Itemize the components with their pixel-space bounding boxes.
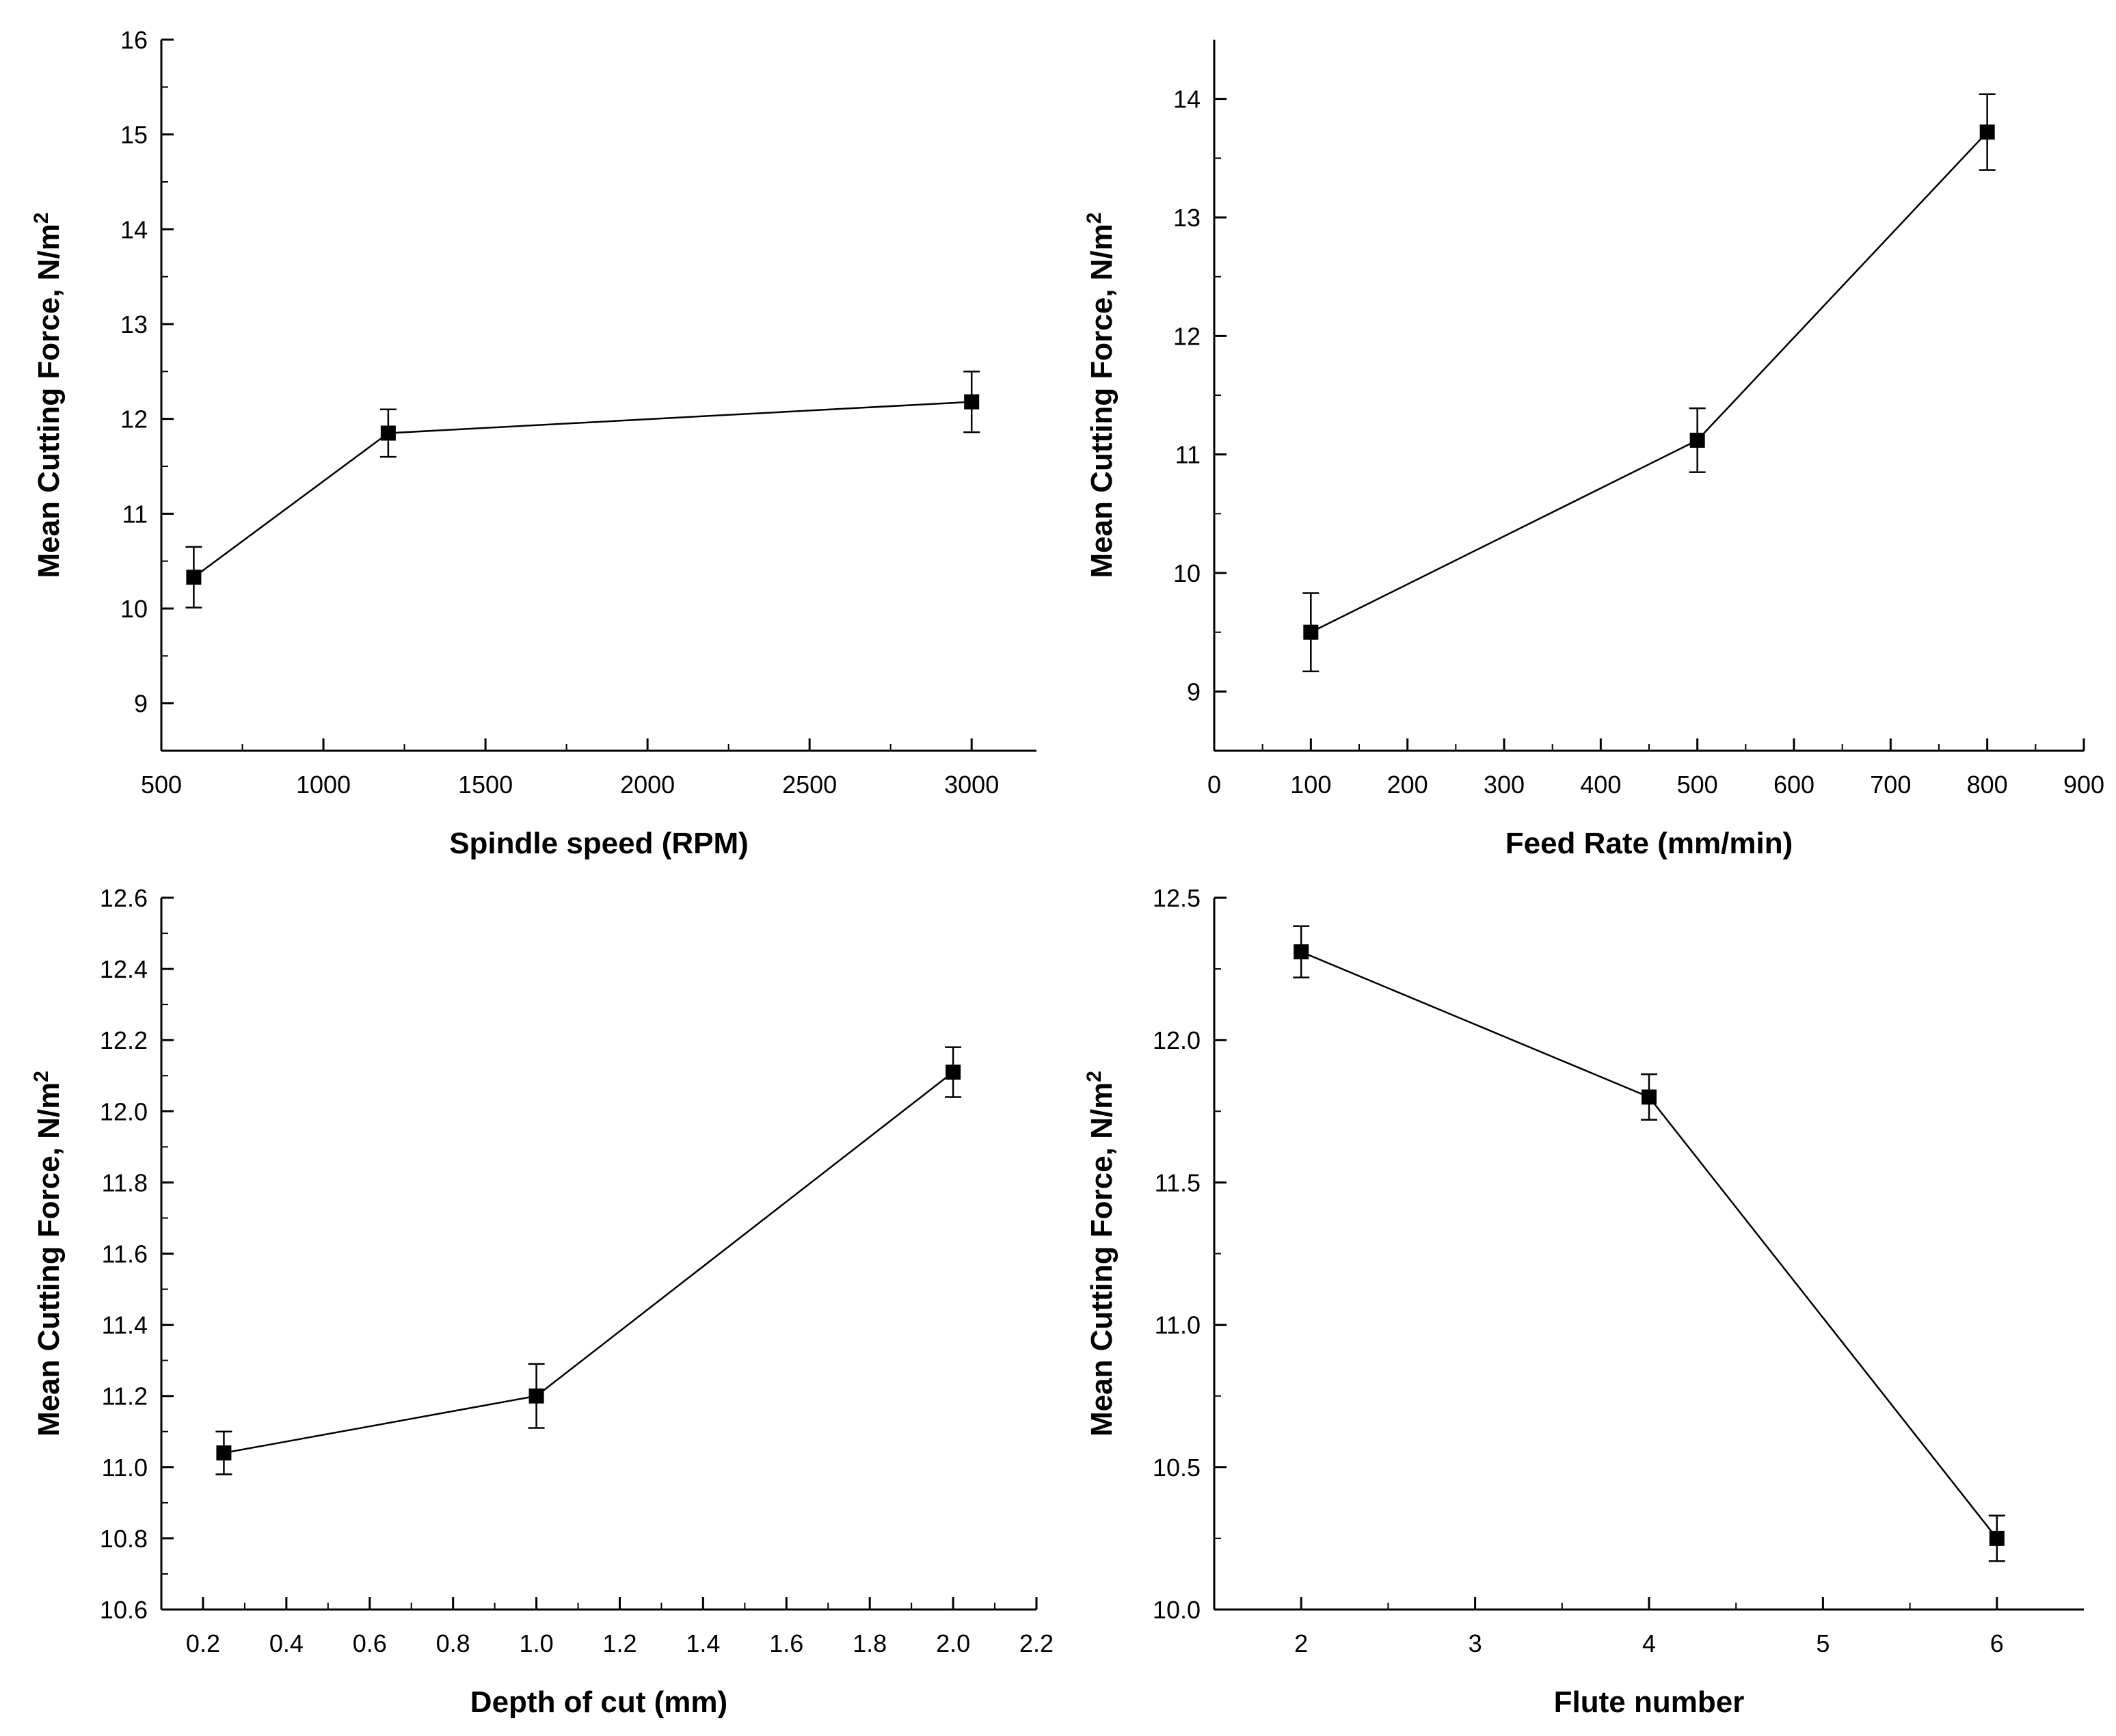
y-axis-title: Mean Cutting Force, N/m2 — [30, 213, 66, 578]
x-tick-label: 0.6 — [353, 1629, 387, 1657]
y-tick-label: 9 — [1187, 678, 1201, 706]
x-tick-label: 200 — [1387, 771, 1428, 799]
series-line — [1300, 950, 1998, 1539]
y-tick-label: 11.6 — [102, 1240, 148, 1268]
x-tick-label: 0 — [1207, 771, 1221, 799]
x-tick-label: 6 — [1990, 1629, 2004, 1657]
chart-panel-2: 0 100 200 300 400 500 600 700 800 900 9 10 11 12 13 14 F… — [1083, 40, 2104, 860]
series-line — [1310, 131, 1988, 633]
y-tick-label: 11.5 — [1155, 1169, 1201, 1197]
data-point — [964, 394, 980, 410]
chart-panel-3: 0.2 0.4 0.6 0.8 1.0 1.2 1.4 1.6 1.8 2.0 2.2 10.6 10.… — [30, 884, 1054, 1719]
x-tick-label: 1.8 — [853, 1629, 887, 1657]
y-tick-label: 14 — [120, 215, 148, 243]
x-tick-label: 2.0 — [936, 1629, 970, 1657]
y-tick-label: 10.8 — [100, 1525, 148, 1553]
data-point — [1303, 624, 1319, 640]
x-tick-label: 400 — [1580, 771, 1621, 799]
y-tick-label: 11 — [1175, 441, 1201, 469]
y-tick-label: 12.5 — [1153, 884, 1201, 912]
y-tick-label: 11.8 — [102, 1169, 148, 1197]
x-axis-title: Feed Rate (mm/min) — [1505, 827, 1793, 860]
x-axis-title: Depth of cut (mm) — [470, 1685, 727, 1719]
y-tick-label: 11.0 — [102, 1454, 148, 1482]
x-tick-label: 900 — [2063, 771, 2104, 799]
chart-panel-4: 2 3 4 5 6 10.0 10.5 11.0 11.5 12.0 12.5 Flute numbe… — [1083, 884, 2084, 1719]
y-tick-label: 13 — [1173, 204, 1201, 232]
x-tick-label: 1.2 — [602, 1629, 637, 1657]
y-tick-label: 10.6 — [100, 1596, 148, 1624]
y-tick-label: 12.6 — [100, 884, 148, 912]
x-tick-label: 1500 — [458, 771, 513, 799]
y-tick-label: 10.0 — [1153, 1596, 1201, 1624]
y-tick-label: 10 — [1173, 559, 1201, 587]
y-tick-label: 16 — [120, 26, 148, 54]
x-tick-label: 3 — [1469, 1629, 1482, 1657]
data-point — [1989, 1530, 2005, 1546]
data-point — [1642, 1089, 1657, 1105]
x-tick-label: 500 — [141, 771, 182, 799]
y-tick-label: 10.5 — [1153, 1454, 1201, 1482]
y-tick-label: 11.2 — [102, 1383, 148, 1411]
x-tick-label: 3000 — [944, 771, 999, 799]
data-point — [186, 570, 202, 585]
y-tick-label: 9 — [134, 690, 148, 718]
y-tick-label: 12 — [1173, 322, 1201, 350]
data-point — [216, 1445, 232, 1460]
chart-panel-1: 500 1000 1500 2000 2500 3000 9 10 11 12 13 14 15 16 Sp… — [30, 26, 1036, 860]
x-tick-label: 300 — [1484, 771, 1525, 799]
y-axis-title: Mean Cutting Force, N/m2 — [1083, 213, 1119, 578]
x-tick-label: 100 — [1290, 771, 1331, 799]
y-tick-label: 12.0 — [1153, 1026, 1201, 1054]
data-point — [528, 1388, 544, 1404]
x-tick-label: 2500 — [782, 771, 837, 799]
x-tick-label: 700 — [1870, 771, 1911, 799]
data-point — [1689, 432, 1705, 448]
y-tick-label: 12 — [120, 405, 148, 433]
x-tick-label: 1.0 — [520, 1629, 554, 1657]
x-tick-label: 1.4 — [686, 1629, 720, 1657]
data-point — [1294, 944, 1309, 960]
series-line — [224, 1071, 954, 1454]
y-tick-label: 15 — [120, 121, 148, 149]
x-tick-label: 0.8 — [436, 1629, 470, 1657]
x-tick-label: 800 — [1967, 771, 2008, 799]
y-tick-label: 11.0 — [1155, 1311, 1201, 1339]
x-tick-label: 2 — [1294, 1629, 1308, 1657]
x-tick-label: 2.2 — [1019, 1629, 1054, 1657]
x-tick-label: 1.6 — [769, 1629, 803, 1657]
x-tick-label: 1000 — [296, 771, 351, 799]
x-axis-title: Flute number — [1554, 1685, 1745, 1719]
y-tick-label: 11.4 — [102, 1311, 148, 1339]
y-tick-label: 12.2 — [100, 1026, 148, 1054]
data-point — [1979, 124, 1995, 140]
x-tick-label: 500 — [1677, 771, 1718, 799]
y-axis-title: Mean Cutting Force, N/m2 — [1083, 1071, 1119, 1437]
series-line — [193, 401, 972, 578]
data-point — [946, 1065, 961, 1080]
y-tick-label: 12.4 — [100, 955, 148, 983]
x-tick-label: 2000 — [620, 771, 675, 799]
x-tick-label: 0.4 — [269, 1629, 304, 1657]
x-axis-title: Spindle speed (RPM) — [449, 827, 749, 860]
x-tick-label: 600 — [1773, 771, 1814, 799]
x-tick-label: 0.2 — [186, 1629, 220, 1657]
y-tick-label: 12.0 — [100, 1097, 148, 1125]
x-tick-label: 4 — [1642, 1629, 1656, 1657]
y-tick-label: 10 — [120, 595, 148, 623]
y-tick-label: 11 — [122, 500, 148, 528]
x-tick-label: 5 — [1816, 1629, 1830, 1657]
data-point — [380, 425, 396, 441]
y-tick-label: 14 — [1173, 85, 1201, 113]
y-tick-label: 13 — [120, 310, 148, 338]
y-axis-title: Mean Cutting Force, N/m2 — [30, 1071, 66, 1437]
